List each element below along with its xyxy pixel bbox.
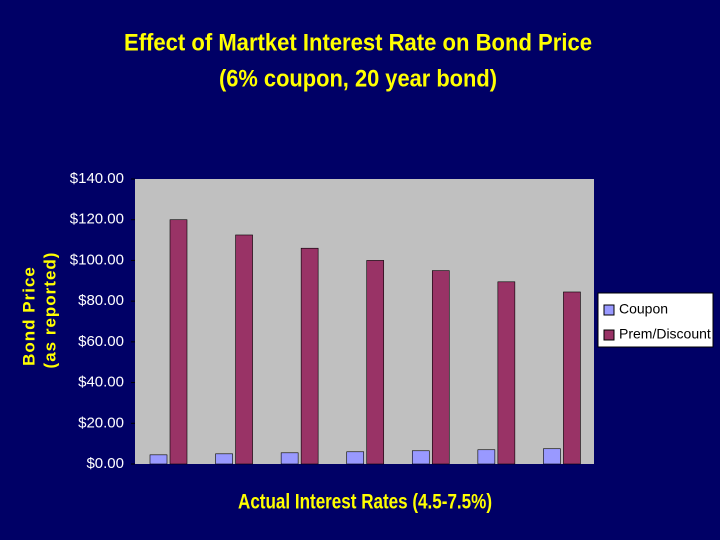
bar	[149, 454, 168, 465]
bar	[411, 450, 430, 465]
bar	[300, 247, 319, 465]
bar	[543, 448, 561, 465]
bar	[563, 291, 581, 465]
y-axis-label: Bond Price	[19, 266, 38, 366]
bar	[280, 452, 299, 465]
y-tick-label: $20.00	[78, 414, 124, 431]
chart-subtitle: (6% coupon, 20 year bond)	[219, 65, 497, 92]
y-axis-label: (as reported)	[40, 252, 59, 369]
bar	[235, 234, 253, 465]
bar	[366, 260, 385, 465]
bar	[477, 449, 496, 465]
y-tick-label: $0.00	[86, 455, 124, 472]
x-axis-label: Actual Interest Rates (4.5-7.5%)	[238, 491, 492, 514]
chart-title: Effect of Martket Interest Rate on Bond …	[124, 29, 592, 56]
plot-area	[135, 179, 594, 464]
y-tick-label: $120.00	[70, 211, 124, 228]
y-tick-label: $60.00	[78, 333, 124, 350]
y-tick-label: $40.00	[78, 374, 124, 391]
bar	[346, 451, 365, 465]
legend-label: Prem/Discount	[619, 326, 711, 342]
bar	[169, 219, 188, 465]
legend-swatch	[603, 304, 615, 316]
legend-label: Coupon	[619, 301, 668, 317]
bar	[497, 281, 516, 465]
legend-swatch	[603, 329, 615, 341]
legend	[597, 292, 714, 348]
bar	[431, 270, 450, 465]
bar	[215, 453, 233, 465]
y-tick-label: $100.00	[70, 251, 124, 268]
y-tick-label: $80.00	[78, 292, 124, 309]
y-tick-label: $140.00	[70, 170, 124, 187]
